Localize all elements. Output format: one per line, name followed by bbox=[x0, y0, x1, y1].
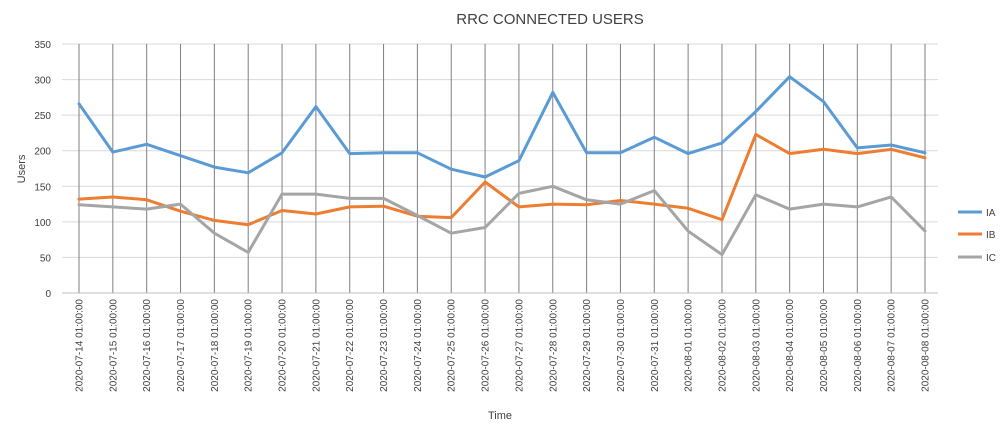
y-tick-label: 350 bbox=[34, 40, 51, 51]
legend-label-ib: IB bbox=[986, 230, 996, 241]
vertical-gridlines bbox=[78, 44, 926, 293]
legend: IA IB IC bbox=[958, 208, 996, 264]
y-tick-label: 0 bbox=[45, 289, 51, 300]
y-axis-ticks: 0 50 100 150 200 250 300 350 bbox=[34, 40, 51, 300]
x-tick-label: 2020-08-08 01:00:00 bbox=[921, 299, 932, 392]
x-tick-label: 2020-08-07 01:00:00 bbox=[887, 299, 898, 392]
x-tick-label: 2020-07-18 01:00:00 bbox=[210, 299, 221, 392]
y-tick-label: 200 bbox=[34, 147, 51, 158]
x-tick-label: 2020-07-30 01:00:00 bbox=[616, 299, 627, 392]
x-axis-ticks: 2020-07-14 01:00:00 2020-07-15 01:00:00 20… bbox=[75, 299, 932, 392]
x-tick-label: 2020-07-21 01:00:00 bbox=[311, 299, 322, 392]
x-tick-label: 2020-07-17 01:00:00 bbox=[176, 299, 187, 392]
legend-label-ia: IA bbox=[986, 208, 996, 219]
x-tick-label: 2020-07-24 01:00:00 bbox=[413, 299, 424, 392]
x-tick-label: 2020-07-22 01:00:00 bbox=[345, 299, 356, 392]
horizontal-gridlines bbox=[62, 43, 938, 258]
legend-label-ic: IC bbox=[986, 253, 996, 264]
y-tick-label: 100 bbox=[34, 218, 51, 229]
x-tick-label: 2020-07-19 01:00:00 bbox=[244, 299, 255, 392]
y-tick-label: 300 bbox=[34, 76, 51, 87]
series-line-ic bbox=[77, 184, 927, 257]
x-tick-label: 2020-08-03 01:00:00 bbox=[751, 299, 762, 392]
x-tick-label: 2020-08-04 01:00:00 bbox=[785, 299, 796, 392]
x-tick-label: 2020-07-26 01:00:00 bbox=[481, 299, 492, 392]
x-tick-label: 2020-08-05 01:00:00 bbox=[819, 299, 830, 392]
series-line-ib bbox=[77, 132, 927, 227]
x-tick-label: 2020-07-31 01:00:00 bbox=[650, 299, 661, 392]
y-tick-label: 150 bbox=[34, 182, 51, 193]
x-tick-label: 2020-07-28 01:00:00 bbox=[548, 299, 559, 392]
y-tick-label: 250 bbox=[34, 111, 51, 122]
chart-title: RRC CONNECTED USERS bbox=[456, 11, 644, 28]
x-tick-label: 2020-07-16 01:00:00 bbox=[142, 299, 153, 392]
x-tick-label: 2020-07-14 01:00:00 bbox=[75, 299, 86, 392]
x-axis-label: Time bbox=[488, 410, 512, 422]
x-tick-label: 2020-08-06 01:00:00 bbox=[853, 299, 864, 392]
x-tick-label: 2020-07-27 01:00:00 bbox=[514, 299, 525, 392]
series-lines bbox=[77, 75, 927, 257]
x-tick-label: 2020-08-01 01:00:00 bbox=[684, 299, 695, 392]
x-tick-label: 2020-07-29 01:00:00 bbox=[582, 299, 593, 392]
x-tick-label: 2020-07-23 01:00:00 bbox=[379, 299, 390, 392]
x-tick-label: 2020-07-20 01:00:00 bbox=[278, 299, 289, 392]
y-axis-label: Users bbox=[16, 154, 28, 183]
x-tick-label: 2020-08-02 01:00:00 bbox=[717, 299, 728, 392]
y-tick-label: 50 bbox=[40, 253, 52, 264]
x-tick-label: 2020-07-15 01:00:00 bbox=[108, 299, 119, 392]
series-line-ia bbox=[77, 75, 927, 179]
x-tick-label: 2020-07-25 01:00:00 bbox=[447, 299, 458, 392]
